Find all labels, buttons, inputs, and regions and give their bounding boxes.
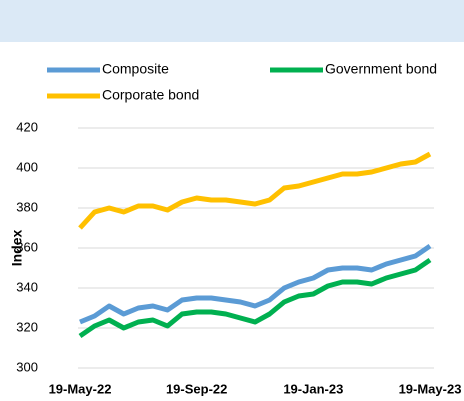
y-tick-label: 340	[16, 279, 38, 294]
series-line	[78, 151, 432, 230]
legend-label: Government bond	[325, 61, 437, 77]
x-tick-label: 19-May-23	[399, 381, 462, 396]
legend-label: Composite	[102, 61, 169, 77]
series-line	[78, 257, 432, 339]
y-tick-label: 320	[16, 319, 38, 334]
y-tick-label: 380	[16, 199, 38, 214]
legend-label: Corporate bond	[102, 87, 199, 103]
y-tick-label: 400	[16, 159, 38, 174]
series-line	[79, 243, 432, 325]
y-tick-label: 420	[16, 119, 38, 134]
x-tick-label: 19-May-22	[49, 381, 112, 396]
header-band	[0, 0, 464, 42]
x-tick-label: 19-Jan-23	[283, 381, 343, 396]
y-axis-label: Index	[9, 230, 25, 267]
x-tick-label: 19-Sep-22	[166, 381, 227, 396]
y-tick-label: 300	[16, 359, 38, 374]
y-tick-label: 360	[16, 239, 38, 254]
